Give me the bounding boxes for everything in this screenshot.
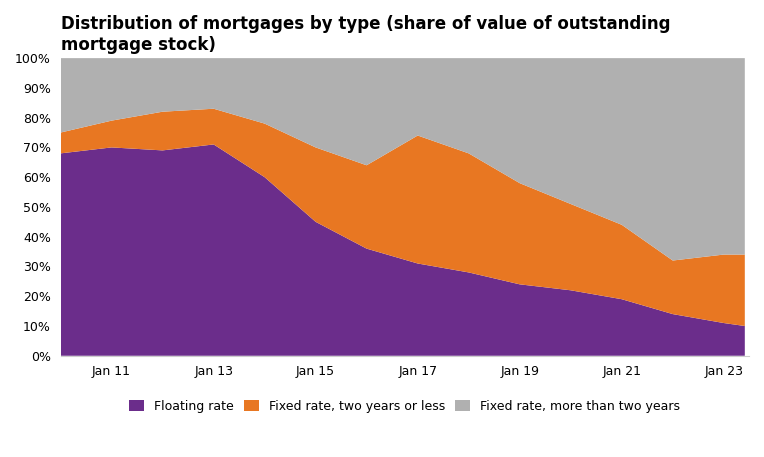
Text: Distribution of mortgages by type (share of value of outstanding
mortgage stock): Distribution of mortgages by type (share… [60, 15, 670, 54]
Legend: Floating rate, Fixed rate, two years or less, Fixed rate, more than two years: Floating rate, Fixed rate, two years or … [125, 395, 685, 418]
